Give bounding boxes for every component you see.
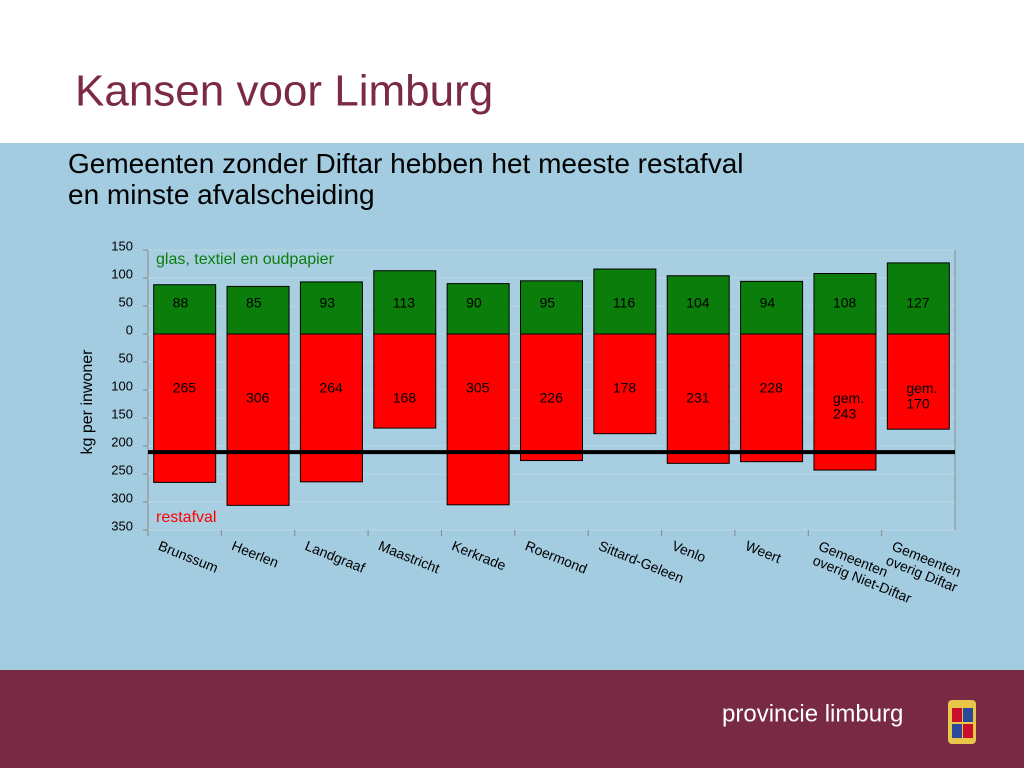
data-label: 94 — [760, 295, 776, 311]
y-tick-label: 100 — [111, 266, 133, 281]
header-bg — [0, 0, 1024, 143]
bar — [886, 333, 950, 430]
data-label: 228 — [760, 380, 784, 396]
y-tick-label: 350 — [111, 518, 133, 533]
bar — [813, 333, 877, 471]
data-label: gem. 170 — [906, 380, 937, 411]
data-label: 95 — [540, 295, 556, 311]
y-tick-label: 50 — [119, 294, 133, 309]
y-tick-label: 200 — [111, 434, 133, 449]
bar — [153, 333, 217, 483]
bar — [666, 333, 730, 464]
y-tick-label: 50 — [119, 350, 133, 365]
data-label: 85 — [246, 295, 262, 311]
data-label: 231 — [686, 390, 710, 406]
footer-bg — [0, 670, 1024, 768]
data-label: 178 — [613, 380, 637, 396]
brand: provincie limburg — [722, 700, 903, 727]
bar — [153, 284, 217, 335]
legend-entry: restafval — [156, 509, 216, 526]
bar — [886, 262, 950, 335]
bar — [226, 285, 290, 335]
data-label: 127 — [906, 295, 930, 311]
bar — [520, 333, 583, 462]
data-label: 93 — [319, 295, 335, 311]
data-label: 306 — [246, 390, 270, 406]
data-label: 116 — [613, 295, 636, 311]
bar — [520, 280, 583, 335]
y-tick-label: 100 — [111, 378, 133, 393]
bar — [446, 283, 510, 335]
bar — [593, 268, 657, 335]
y-tick-label: 0 — [126, 322, 133, 337]
bar — [740, 333, 804, 463]
data-label: 113 — [393, 295, 416, 311]
y-tick-label: 250 — [111, 462, 133, 477]
bar — [666, 275, 730, 335]
data-label: 90 — [466, 295, 482, 311]
y-axis-label: kg per inwoner — [79, 349, 96, 455]
bar — [446, 333, 510, 506]
bar — [299, 333, 363, 483]
slide-title: Kansen voor Limburg — [75, 67, 493, 116]
data-label: 305 — [466, 380, 490, 396]
bar — [740, 280, 804, 335]
bar — [226, 333, 290, 506]
coat-of-arms — [948, 700, 976, 744]
bar — [299, 281, 363, 335]
chart-title: Gemeenten zonder Diftar hebben het meest… — [68, 148, 744, 210]
data-label: 88 — [173, 295, 189, 311]
y-tick-label: 300 — [111, 490, 133, 505]
legend-entry: glas, textiel en oudpapier — [156, 251, 335, 268]
data-label: 108 — [833, 295, 857, 311]
bar — [593, 333, 657, 435]
data-label: gem. 243 — [833, 390, 864, 421]
y-tick-label: 150 — [111, 406, 133, 421]
bar — [373, 333, 437, 429]
bar — [373, 270, 437, 335]
data-label: 226 — [540, 390, 564, 406]
y-tick-label: 150 — [111, 238, 133, 253]
data-label: 104 — [686, 295, 710, 311]
data-label: 168 — [393, 390, 417, 406]
data-label: 265 — [173, 380, 197, 396]
data-label: 264 — [319, 380, 343, 396]
